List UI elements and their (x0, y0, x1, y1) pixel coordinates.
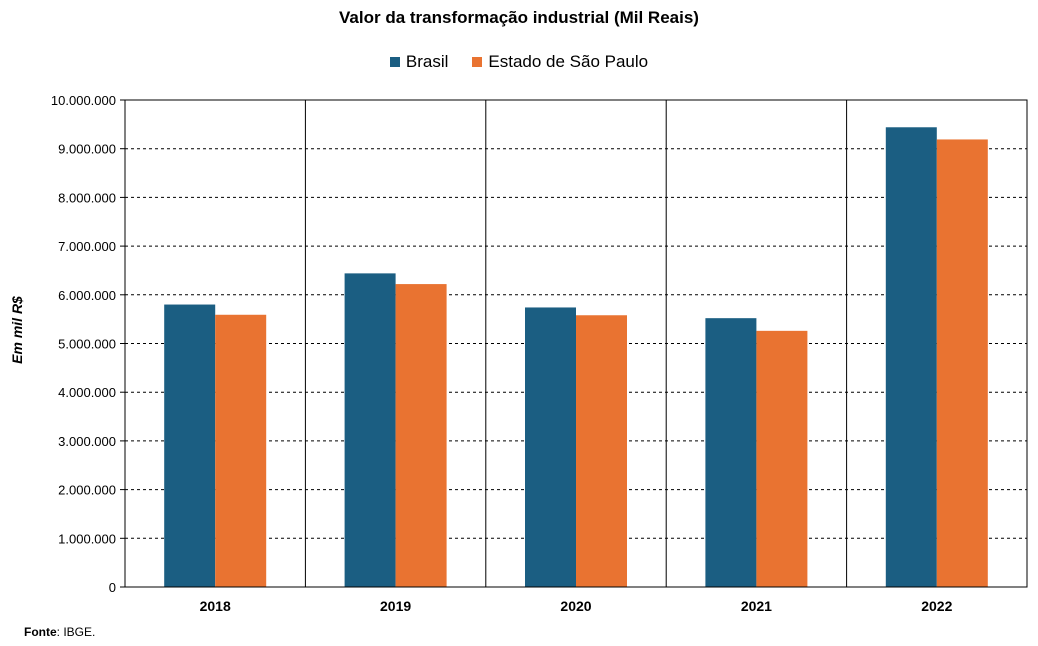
x-tick-label: 2018 (200, 598, 231, 614)
bar-sao-paulo-2019 (395, 284, 447, 587)
legend-swatch-sao-paulo (472, 57, 483, 67)
y-tick-label: 10.000.000 (51, 93, 116, 108)
legend-item-sao-paulo: Estado de São Paulo (472, 52, 648, 72)
bar-brasil-2020 (525, 307, 576, 587)
bar-sao-paulo-2022 (936, 139, 988, 587)
legend-label-sao-paulo: Estado de São Paulo (488, 52, 649, 71)
chart-title: Valor da transformação industrial (Mil R… (339, 8, 699, 27)
bar-brasil-2021 (705, 318, 757, 587)
footnote: Fonte: IBGE. (24, 625, 95, 639)
x-tick-label: 2020 (560, 598, 591, 614)
legend-item-brasil: Brasil (389, 52, 449, 72)
y-tick-label: 3.000.000 (58, 434, 116, 449)
y-tick-label: 5.000.000 (58, 337, 116, 352)
y-tick-label: 0 (109, 580, 116, 595)
legend: Brasil Estado de São Paulo (0, 52, 1038, 72)
bar-sao-paulo-2018 (215, 314, 267, 587)
y-tick-label: 9.000.000 (58, 142, 116, 157)
y-tick-label: 1.000.000 (58, 531, 116, 546)
bar-sao-paulo-2021 (756, 330, 808, 587)
footnote-label: Fonte (24, 625, 57, 639)
bar-brasil-2018 (164, 304, 216, 587)
bar-sao-paulo-2020 (576, 315, 627, 587)
x-tick-label: 2022 (921, 598, 952, 614)
footnote-text: : IBGE. (56, 625, 96, 639)
y-tick-label: 8.000.000 (58, 190, 116, 205)
y-tick-label: 2.000.000 (58, 483, 116, 498)
plot-frame (124, 99, 1028, 588)
y-tick-label: 4.000.000 (58, 385, 116, 400)
bar-brasil-2019 (344, 273, 396, 587)
x-tick-label: 2021 (741, 598, 772, 614)
y-tick-label: 6.000.000 (58, 288, 116, 303)
bar-brasil-2022 (885, 127, 937, 587)
legend-label-brasil: Brasil (405, 52, 449, 71)
legend-swatch-brasil (389, 57, 400, 67)
x-tick-label: 2019 (380, 598, 411, 614)
y-tick-label: 7.000.000 (58, 239, 116, 254)
